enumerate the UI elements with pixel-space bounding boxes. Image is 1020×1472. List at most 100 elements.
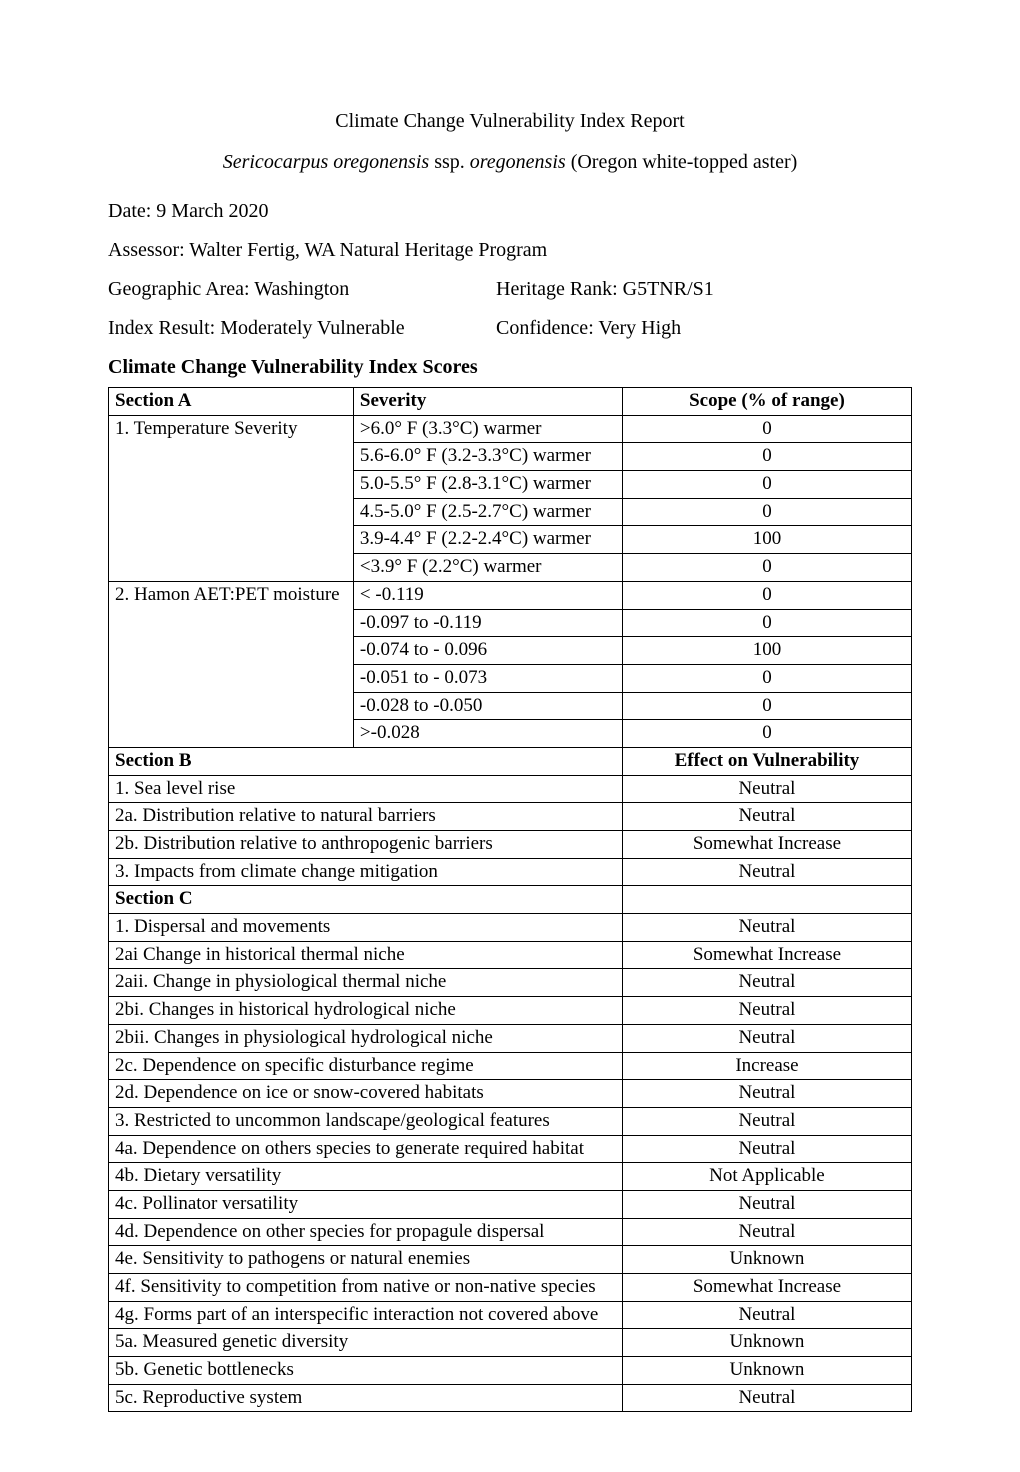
scope-cell: 0 [622, 443, 911, 471]
severity-cell: >6.0° F (3.3°C) warmer [353, 415, 622, 443]
effect-cell: Somewhat Increase [622, 941, 911, 969]
assessor-line: Assessor: Walter Fertig, WA Natural Heri… [108, 239, 912, 262]
table-row: 2a. Distribution relative to natural bar… [109, 803, 912, 831]
scope-cell: 100 [622, 637, 911, 665]
severity-cell: -0.097 to -0.119 [353, 609, 622, 637]
factor-cell: 2. Hamon AET:PET moisture [109, 581, 354, 747]
section-c-header: Section C [109, 886, 623, 914]
scope-cell: 0 [622, 498, 911, 526]
effect-cell: Neutral [622, 1135, 911, 1163]
table-row: 4a. Dependence on others species to gene… [109, 1135, 912, 1163]
table-row: 2ai Change in historical thermal nicheSo… [109, 941, 912, 969]
table-row: 4f. Sensitivity to competition from nati… [109, 1274, 912, 1302]
factor-cell: 4f. Sensitivity to competition from nati… [109, 1274, 623, 1302]
geographic-area: Geographic Area: Washington [108, 278, 496, 301]
effect-cell: Neutral [622, 1024, 911, 1052]
section-a-header-row: Section A Severity Scope (% of range) [109, 388, 912, 416]
effect-cell: Neutral [622, 775, 911, 803]
effect-cell: Neutral [622, 997, 911, 1025]
table-row: 4c. Pollinator versatilityNeutral [109, 1190, 912, 1218]
factor-cell: 5a. Measured genetic diversity [109, 1329, 623, 1357]
severity-cell: 5.0-5.5° F (2.8-3.1°C) warmer [353, 471, 622, 499]
factor-cell: 3. Impacts from climate change mitigatio… [109, 858, 623, 886]
effect-cell: Increase [622, 1052, 911, 1080]
species-name-italic: Sericocarpus oregonensis [223, 151, 429, 173]
effect-cell: Neutral [622, 1080, 911, 1108]
table-row: 5b. Genetic bottlenecksUnknown [109, 1357, 912, 1385]
factor-cell: 1. Temperature Severity [109, 415, 354, 581]
table-row: 1. Dispersal and movementsNeutral [109, 914, 912, 942]
section-c-blank [622, 886, 911, 914]
section-b-header: Section B [109, 747, 623, 775]
factor-cell: 2d. Dependence on ice or snow-covered ha… [109, 1080, 623, 1108]
common-name: (Oregon white-topped aster) [566, 151, 798, 173]
severity-cell: <3.9° F (2.2°C) warmer [353, 554, 622, 582]
table-row: 5c. Reproductive systemNeutral [109, 1384, 912, 1412]
table-row: 3. Impacts from climate change mitigatio… [109, 858, 912, 886]
factor-cell: 5b. Genetic bottlenecks [109, 1357, 623, 1385]
factor-cell: 4c. Pollinator versatility [109, 1190, 623, 1218]
effect-header: Effect on Vulnerability [622, 747, 911, 775]
species-subtitle: Sericocarpus oregonensis ssp. oregonensi… [108, 151, 912, 174]
severity-cell: < -0.119 [353, 581, 622, 609]
index-result: Index Result: Moderately Vulnerable [108, 317, 496, 340]
table-row: 4g. Forms part of an interspecific inter… [109, 1301, 912, 1329]
table-row: 2bii. Changes in physiological hydrologi… [109, 1024, 912, 1052]
table-row: 2bi. Changes in historical hydrological … [109, 997, 912, 1025]
effect-cell: Neutral [622, 1218, 911, 1246]
factor-cell: 4b. Dietary versatility [109, 1163, 623, 1191]
scope-cell: 0 [622, 664, 911, 692]
table-row: 2. Hamon AET:PET moisture< -0.1190 [109, 581, 912, 609]
scope-cell: 0 [622, 471, 911, 499]
effect-cell: Not Applicable [622, 1163, 911, 1191]
table-row: 2b. Distribution relative to anthropogen… [109, 831, 912, 859]
table-row: 4d. Dependence on other species for prop… [109, 1218, 912, 1246]
table-row: 4e. Sensitivity to pathogens or natural … [109, 1246, 912, 1274]
table-row: 1. Sea level riseNeutral [109, 775, 912, 803]
heritage-rank: Heritage Rank: G5TNR/S1 [496, 278, 912, 301]
table-row: 2aii. Change in physiological thermal ni… [109, 969, 912, 997]
severity-cell: 3.9-4.4° F (2.2-2.4°C) warmer [353, 526, 622, 554]
section-c-header-row: Section C [109, 886, 912, 914]
severity-cell: >-0.028 [353, 720, 622, 748]
scores-heading: Climate Change Vulnerability Index Score… [108, 356, 912, 379]
factor-cell: 5c. Reproductive system [109, 1384, 623, 1412]
effect-cell: Neutral [622, 1107, 911, 1135]
factor-cell: 4g. Forms part of an interspecific inter… [109, 1301, 623, 1329]
scope-cell: 0 [622, 692, 911, 720]
date-line: Date: 9 March 2020 [108, 200, 912, 223]
effect-cell: Neutral [622, 914, 911, 942]
factor-cell: 1. Dispersal and movements [109, 914, 623, 942]
factor-cell: 4e. Sensitivity to pathogens or natural … [109, 1246, 623, 1274]
section-b-header-row: Section B Effect on Vulnerability [109, 747, 912, 775]
scope-cell: 0 [622, 554, 911, 582]
scope-cell: 0 [622, 720, 911, 748]
effect-cell: Unknown [622, 1246, 911, 1274]
factor-cell: 2bii. Changes in physiological hydrologi… [109, 1024, 623, 1052]
table-row: 5a. Measured genetic diversityUnknown [109, 1329, 912, 1357]
severity-cell: -0.028 to -0.050 [353, 692, 622, 720]
severity-cell: -0.074 to - 0.096 [353, 637, 622, 665]
table-row: 2d. Dependence on ice or snow-covered ha… [109, 1080, 912, 1108]
effect-cell: Neutral [622, 1190, 911, 1218]
table-row: 4b. Dietary versatilityNot Applicable [109, 1163, 912, 1191]
severity-cell: 5.6-6.0° F (3.2-3.3°C) warmer [353, 443, 622, 471]
ssp-italic: oregonensis [470, 151, 566, 173]
table-row: 3. Restricted to uncommon landscape/geol… [109, 1107, 912, 1135]
scope-cell: 100 [622, 526, 911, 554]
effect-cell: Unknown [622, 1329, 911, 1357]
factor-cell: 2c. Dependence on specific disturbance r… [109, 1052, 623, 1080]
confidence: Confidence: Very High [496, 317, 912, 340]
scope-cell: 0 [622, 581, 911, 609]
scope-cell: 0 [622, 415, 911, 443]
effect-cell: Neutral [622, 1301, 911, 1329]
effect-cell: Unknown [622, 1357, 911, 1385]
factor-cell: 2b. Distribution relative to anthropogen… [109, 831, 623, 859]
effect-cell: Neutral [622, 858, 911, 886]
factor-cell: 1. Sea level rise [109, 775, 623, 803]
severity-cell: 4.5-5.0° F (2.5-2.7°C) warmer [353, 498, 622, 526]
effect-cell: Neutral [622, 969, 911, 997]
report-title: Climate Change Vulnerability Index Repor… [108, 110, 912, 133]
factor-cell: 2aii. Change in physiological thermal ni… [109, 969, 623, 997]
effect-cell: Neutral [622, 1384, 911, 1412]
